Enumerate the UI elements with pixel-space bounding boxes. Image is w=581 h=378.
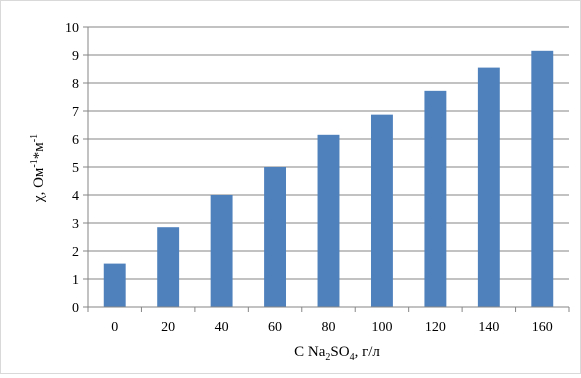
x-tick-label-0: 0 (111, 320, 118, 335)
x-tick-labels: 0 20 40 60 80 100 120 140 160 (111, 320, 553, 335)
y-tick-label-10: 10 (65, 21, 79, 36)
y-tick-label-7: 7 (72, 105, 79, 120)
y-tick-label-9: 9 (72, 49, 79, 64)
y-tick-label-4: 4 (72, 189, 79, 204)
x-tick-label-60: 60 (268, 320, 282, 335)
y-tick-label-2: 2 (72, 245, 79, 260)
x-tick-label-120: 120 (425, 320, 446, 335)
y-tick-label-3: 3 (72, 217, 79, 232)
bar-0 (103, 263, 126, 307)
x-tick-label-80: 80 (322, 320, 336, 335)
bar-80 (317, 134, 340, 307)
x-tick-label-160: 160 (532, 320, 553, 335)
x-tick-label-100: 100 (371, 320, 392, 335)
bar-140 (477, 67, 500, 307)
x-tick-label-40: 40 (215, 320, 229, 335)
bar-40 (210, 195, 233, 307)
y-tick-labels: 0 1 2 3 4 5 6 7 8 9 10 (65, 21, 79, 316)
x-axis-title: C Na2SO4, г/л (294, 344, 380, 363)
bar-60 (264, 167, 287, 307)
x-tick-label-140: 140 (478, 320, 499, 335)
bar-20 (157, 227, 180, 307)
y-tick-label-8: 8 (72, 77, 79, 92)
y-tick-label-0: 0 (72, 301, 79, 316)
y-tick-label-6: 6 (72, 133, 79, 148)
y-tick-label-5: 5 (72, 161, 79, 176)
y-axis-title: χ, Ом-1*м-1 (29, 134, 47, 203)
axes (83, 26, 570, 312)
bar-120 (424, 90, 447, 307)
bar-100 (370, 114, 393, 307)
y-tick-label-1: 1 (72, 273, 79, 288)
x-tick-label-20: 20 (161, 320, 175, 335)
bars (103, 50, 554, 308)
bar-160 (531, 50, 554, 308)
